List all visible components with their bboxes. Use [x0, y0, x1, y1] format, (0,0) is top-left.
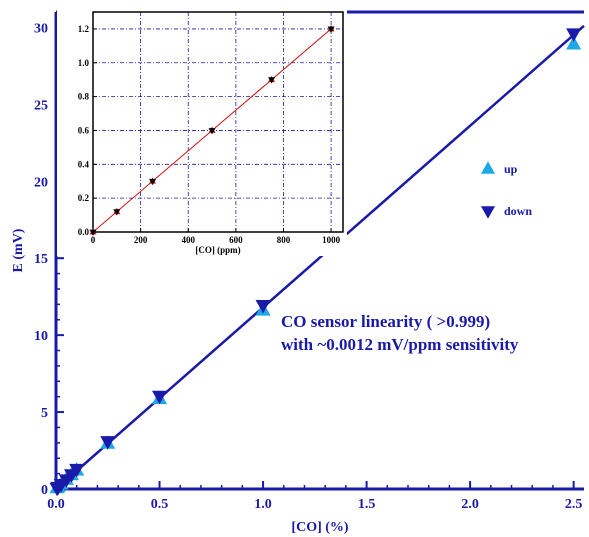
legend: up down	[481, 161, 532, 219]
x-tick-label: 0.0	[47, 497, 65, 512]
x-tick-label: 2.0	[461, 497, 479, 512]
inset-data-point-down	[327, 26, 335, 33]
inset-x-tick-label: 600	[229, 235, 243, 245]
inset-data-point-down	[89, 229, 97, 236]
inset-x-tick-label: 0	[91, 235, 96, 245]
data-point-down	[100, 436, 116, 450]
legend-label-up: up	[504, 162, 518, 176]
inset-x-tick-label: 800	[277, 235, 291, 245]
y-axis-label: E (mV)	[11, 228, 26, 272]
data-point-up	[566, 35, 582, 50]
inset-x-tick-label: 400	[181, 235, 195, 245]
inset-y-tick-label: 0.0	[78, 227, 90, 237]
x-tick-label: 1.0	[254, 497, 272, 512]
legend-marker-up	[481, 161, 495, 174]
inset-y-tick-label: 0.4	[78, 159, 90, 169]
data-point-down	[69, 463, 85, 478]
x-tick-label: 2.5	[565, 497, 583, 512]
data-point-down	[566, 28, 582, 42]
inset-x-axis-label: [CO] (ppm)	[195, 245, 240, 255]
inset-x-tick-label: 1000	[322, 235, 341, 245]
inset-y-tick-label: 0.6	[78, 125, 90, 135]
legend-marker-down	[481, 206, 495, 219]
inset-y-tick-label: 1.2	[78, 24, 90, 34]
y-tick-label: 20	[34, 175, 48, 190]
inset-background	[57, 10, 347, 256]
y-tick-label: 5	[41, 406, 48, 421]
inset-data-point-down	[149, 178, 157, 186]
y-tick-label: 0	[41, 483, 48, 498]
x-axis-label: [CO] (%)	[291, 520, 348, 535]
inset-y-tick-label: 1.0	[78, 58, 90, 68]
fit-line	[55, 24, 585, 490]
annotation: CO sensor linearity ( >0.999) with ~0.001…	[281, 312, 519, 354]
inset-plot: 0 200 400 600 800 1000 0.0 0.2 0.4 0.6 0.8 1.0 1.2 [C…	[57, 10, 347, 256]
x-tick-label: 0.5	[151, 497, 169, 512]
y-tick-label: 30	[34, 21, 48, 36]
legend-label-down: down	[504, 204, 532, 218]
inset-y-tick-label: 0.8	[78, 92, 90, 102]
inset-data-point-down	[208, 128, 216, 135]
inset-data-point-down	[268, 77, 276, 84]
inset-frame	[92, 11, 344, 233]
data-point-down	[255, 299, 271, 314]
x-tick-label: 1.5	[358, 497, 376, 512]
inset-x-tick-label: 200	[134, 235, 148, 245]
y-tick-label: 10	[34, 329, 48, 344]
annotation-line: CO sensor linearity ( >0.999)	[281, 312, 490, 331]
annotation-line: with ~0.0012 mV/ppm sensitivity	[281, 335, 519, 354]
inset-data-point-down	[113, 209, 121, 216]
y-tick-label: 25	[34, 98, 48, 113]
data-point-down	[152, 390, 168, 405]
y-tick-label: 15	[34, 252, 48, 267]
inset-y-tick-label: 0.2	[78, 193, 90, 203]
